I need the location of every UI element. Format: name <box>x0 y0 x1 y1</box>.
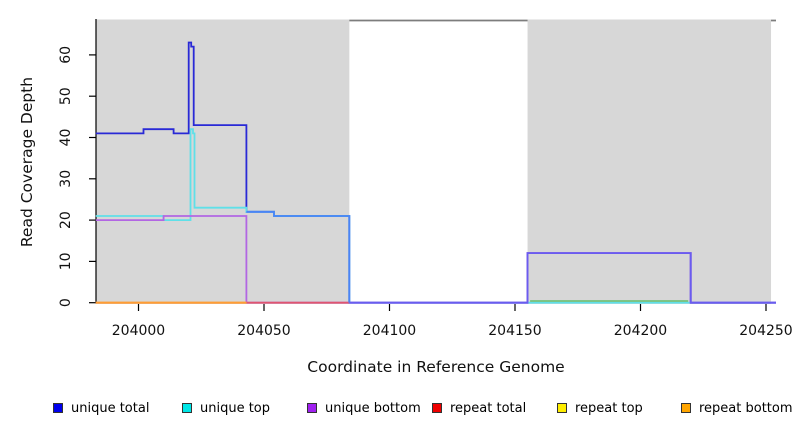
legend-item: repeat total <box>432 399 526 417</box>
x-tick-label: 204000 <box>112 323 165 339</box>
x-axis-title: Coordinate in Reference Genome <box>307 358 565 376</box>
legend-swatch <box>432 403 442 413</box>
x-tick-label: 204200 <box>614 323 667 339</box>
legend-swatch <box>681 403 691 413</box>
y-tick-label: 40 <box>58 129 74 147</box>
legend-swatch <box>557 403 567 413</box>
y-tick-label: 20 <box>58 211 74 229</box>
legend-item: repeat bottom <box>681 399 792 417</box>
legend-label: repeat total <box>450 400 527 416</box>
y-tick-label: 60 <box>58 46 74 64</box>
y-tick-label: 0 <box>58 298 74 307</box>
legend-item: unique bottom <box>307 399 421 417</box>
y-tick-label: 10 <box>58 252 74 270</box>
overlap-segment <box>246 210 351 303</box>
overlap-segment <box>349 252 776 304</box>
shaded-region <box>95 19 350 304</box>
legend-item: unique total <box>53 399 149 417</box>
legend: unique total unique top unique bottom repea… <box>0 399 792 419</box>
y-tick-label: 50 <box>58 87 74 105</box>
legend-swatch <box>182 403 192 413</box>
legend-label: unique top <box>200 400 271 416</box>
legend-label: unique total <box>71 400 150 416</box>
y-axis-title: Read Coverage Depth <box>18 76 36 248</box>
legend-swatch <box>53 403 63 413</box>
legend-item: unique top <box>182 399 270 417</box>
legend-label: unique bottom <box>325 400 421 416</box>
legend-label: repeat bottom <box>699 400 792 416</box>
y-tick-label: 30 <box>58 170 74 188</box>
legend-label: repeat top <box>575 400 643 416</box>
x-tick-label: 204050 <box>237 323 290 339</box>
x-tick-label: 204250 <box>739 323 792 339</box>
x-tick-label: 204150 <box>488 323 541 339</box>
shaded-region <box>527 19 772 304</box>
legend-swatch <box>307 403 317 413</box>
x-tick-label: 204100 <box>363 323 416 339</box>
legend-item: repeat top <box>557 399 643 417</box>
